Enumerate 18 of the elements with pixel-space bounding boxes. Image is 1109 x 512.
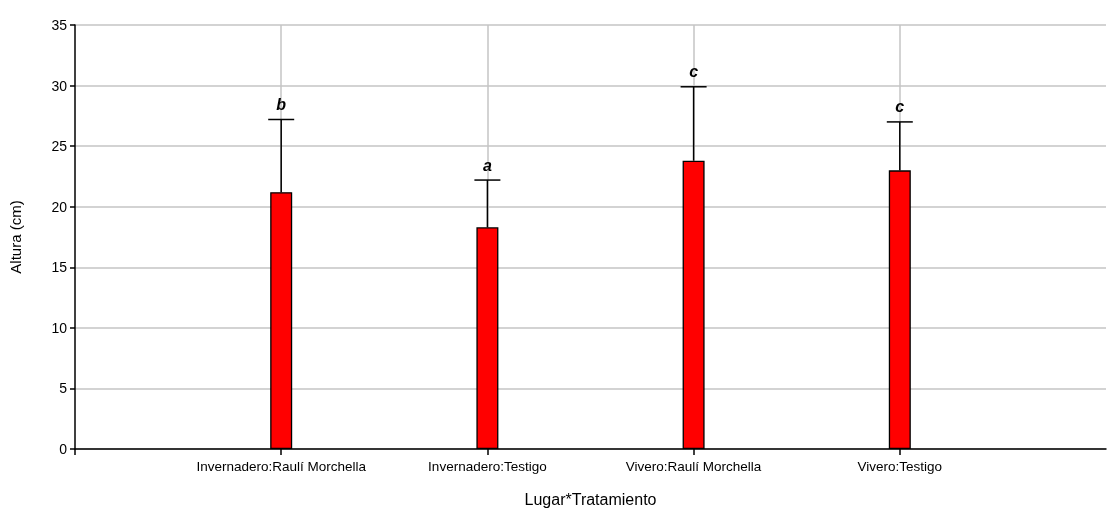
y-tick-label: 20 [51,198,68,215]
annotation: c [895,98,905,116]
annotation: b [276,95,287,113]
annotation: c [689,63,699,81]
annotation: a [482,156,492,174]
y-tick-label: 30 [51,77,68,94]
y-axis-title: Altura (cm) [7,200,24,274]
y-tick-label: 15 [51,259,68,276]
y-tick-label: 35 [51,17,68,33]
x-tick-label: Invernadero:Raulí Morchella [196,458,367,474]
x-tick-label: Invernadero:Testigo [428,458,547,474]
x-tick-label: Vivero:Testigo [857,458,943,474]
y-tick-label: 0 [59,441,68,457]
y-tick-label: 25 [51,138,68,155]
x-axis-title: Lugar*Tratamiento [524,490,657,508]
y-tick-label: 10 [51,319,68,336]
y-tick-label: 5 [59,380,68,397]
x-tick-label: Vivero:Raulí Morchella [625,458,762,474]
